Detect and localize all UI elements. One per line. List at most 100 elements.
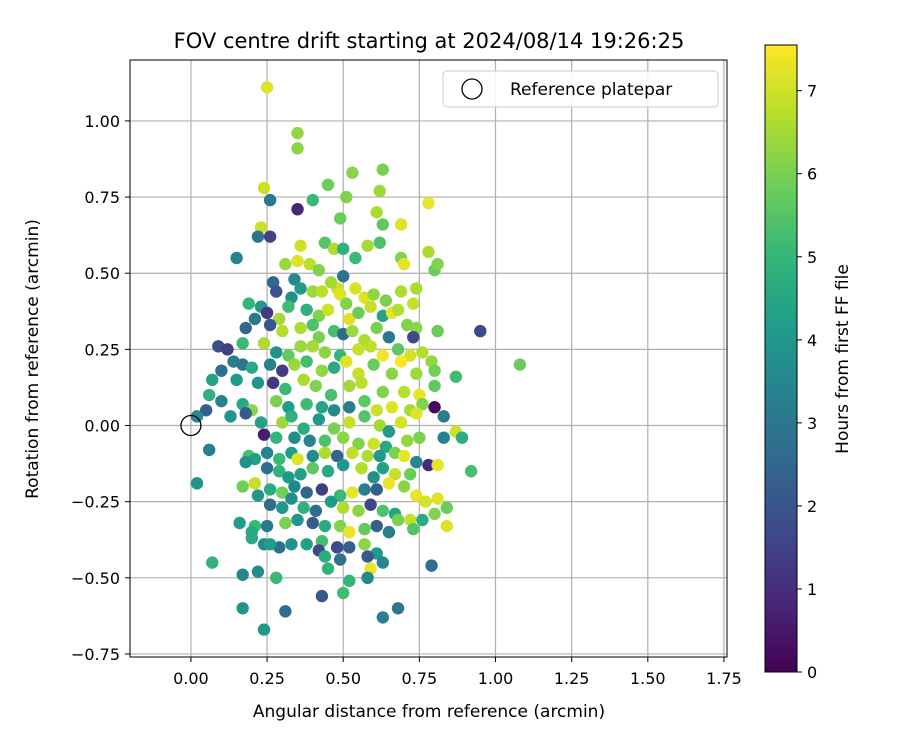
data-point [376, 163, 390, 176]
data-point [376, 611, 390, 624]
colorbar-tick-label: 4 [807, 331, 817, 350]
data-point [288, 431, 301, 444]
data-point [270, 346, 283, 359]
data-point [376, 349, 390, 362]
data-point [358, 538, 371, 551]
data-point [297, 422, 310, 435]
data-point [376, 504, 390, 517]
data-point [364, 498, 377, 511]
data-point [285, 538, 298, 551]
data-point [245, 361, 259, 374]
data-point [340, 297, 353, 310]
data-point [263, 358, 277, 371]
data-point [370, 206, 383, 219]
data-point [327, 361, 341, 374]
data-point [327, 242, 341, 256]
x-tick-label: 0.25 [249, 669, 285, 688]
data-point [236, 480, 249, 493]
data-point [346, 446, 359, 460]
data-point [300, 486, 313, 499]
data-point [270, 285, 283, 298]
data-point [270, 571, 283, 585]
data-point [355, 461, 368, 475]
y-tick-label: −0.50 [71, 569, 120, 588]
data-point [318, 346, 332, 359]
data-point [337, 458, 350, 472]
data-point [428, 379, 441, 393]
data-point [199, 404, 213, 417]
data-point [440, 519, 453, 533]
data-point [474, 324, 487, 338]
data-point [340, 355, 353, 368]
legend: Reference platepar [442, 70, 719, 108]
data-point [343, 416, 356, 429]
data-point [236, 337, 249, 350]
data-point [394, 355, 408, 368]
data-point [358, 394, 371, 408]
data-point [388, 468, 402, 481]
data-point [276, 416, 289, 429]
data-point [202, 443, 216, 457]
x-tick-label: 1.00 [478, 669, 514, 688]
data-point [318, 434, 332, 447]
data-point [333, 288, 347, 301]
data-point [291, 203, 304, 216]
data-point [385, 367, 399, 380]
data-point [410, 407, 423, 420]
data-point [391, 513, 405, 527]
data-point [333, 489, 347, 502]
data-point [294, 282, 307, 295]
data-point [303, 434, 316, 447]
data-point [230, 373, 243, 387]
colorbar-ticks: 0 1 2 3 4 5 6 7 [797, 82, 817, 682]
data-point [233, 516, 246, 530]
data-point [431, 257, 444, 271]
reference-platepar-marker [180, 414, 202, 437]
data-point [224, 410, 237, 423]
data-point [455, 431, 469, 444]
data-point [343, 525, 356, 539]
data-point [349, 282, 362, 295]
data-point [364, 300, 377, 313]
data-point [288, 358, 301, 371]
y-tick-label: 0.50 [84, 264, 120, 283]
data-point [437, 410, 450, 423]
data-point [352, 343, 365, 356]
data-point [410, 282, 423, 295]
data-point [391, 303, 405, 316]
data-point [407, 297, 420, 310]
data-point [251, 230, 265, 243]
data-point [449, 370, 463, 383]
data-point [397, 385, 411, 399]
data-point [464, 464, 478, 478]
data-point [367, 288, 380, 301]
data-point [276, 324, 289, 338]
data-point [416, 513, 429, 527]
data-point [239, 455, 252, 469]
data-point [361, 550, 374, 563]
data-point [352, 504, 365, 517]
data-point [340, 190, 353, 204]
data-points [190, 81, 527, 636]
data-point [379, 440, 393, 454]
data-point [294, 468, 307, 481]
data-point [273, 312, 286, 326]
data-point [416, 346, 429, 359]
colorbar-tick-label: 3 [807, 414, 817, 433]
data-point [407, 522, 420, 536]
data-point [370, 321, 383, 335]
data-point [333, 519, 347, 533]
data-point [379, 294, 393, 307]
data-point [370, 404, 383, 417]
data-point [315, 401, 329, 414]
data-point [358, 483, 371, 496]
data-point [206, 556, 219, 569]
data-point [324, 276, 338, 289]
data-point [404, 468, 417, 481]
data-point [513, 358, 527, 371]
y-axis-ticks: −0.75 −0.50 −0.25 0.00 0.25 0.50 0.75 1.00 [71, 112, 130, 664]
data-point [367, 471, 380, 484]
data-point [263, 538, 277, 551]
plot-area: 0.00 0.25 0.50 0.75 1.00 1.25 1.50 1.75 −0.75−0… [71, 59, 742, 688]
